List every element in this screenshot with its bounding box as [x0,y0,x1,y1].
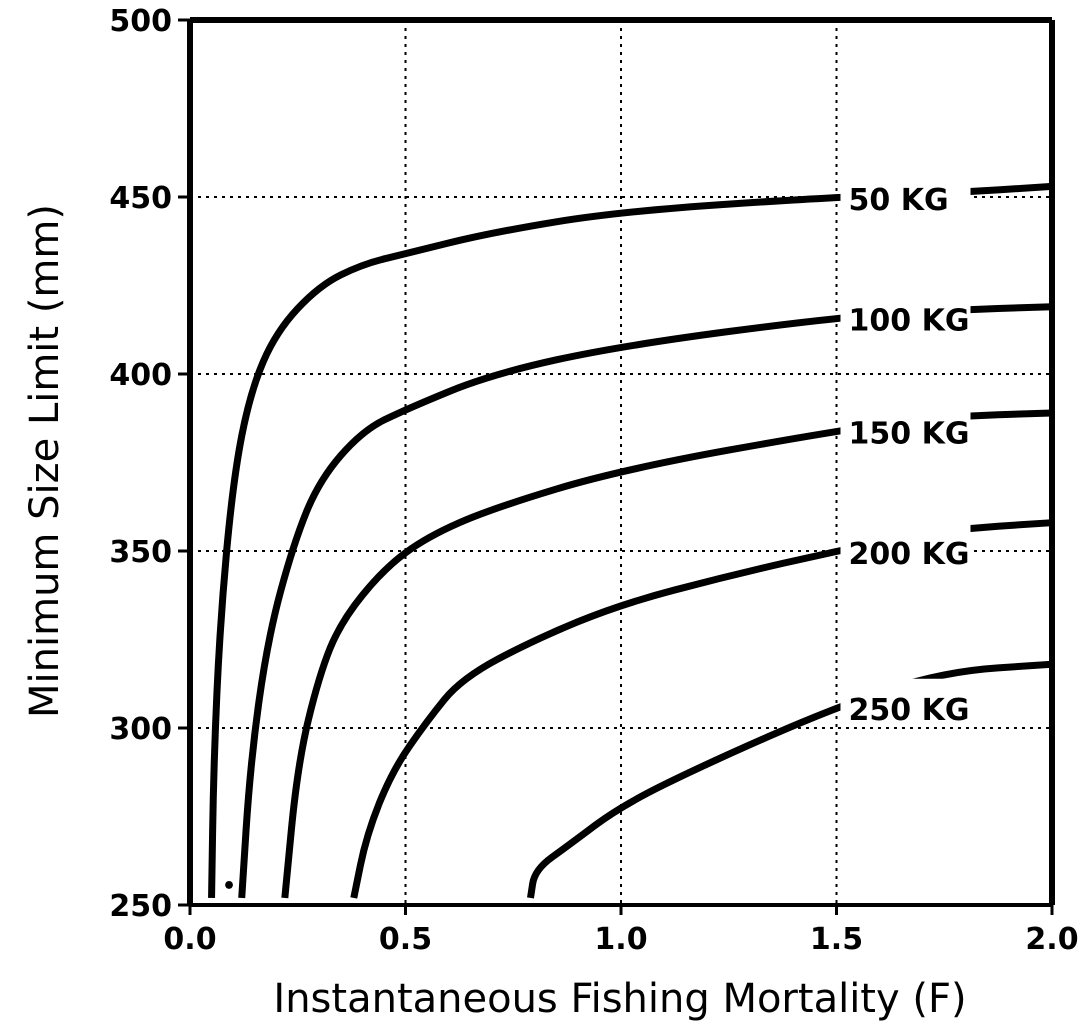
y-tick-label-300: 300 [109,712,172,747]
x-axis-title: Instantaneous Fishing Mortality (F) [273,976,966,1022]
y-tick-label-250: 250 [109,889,172,924]
curve-label-200-kg: 200 KG [849,537,970,572]
x-tick-label-1.0: 1.0 [594,922,647,957]
annotation-dot: • [222,874,236,899]
x-tick-label-0.0: 0.0 [163,922,216,957]
curve-labels: 50 KG 100 KG 150 KG 200 KG 250 KG [841,169,971,728]
y-tick-label-400: 400 [109,358,172,393]
grid [190,20,1052,905]
curve-label-100-kg: 100 KG [849,303,970,338]
x-tick-label-2.0: 2.0 [1025,922,1078,957]
x-tick-label-0.5: 0.5 [379,922,432,957]
curve-label-250-kg: 250 KG [849,693,970,728]
curve-250-kg [530,664,1052,898]
curve-label-150-kg: 150 KG [849,417,970,452]
curve-150-kg [285,413,1052,898]
y-axis-title: Minimum Size Limit (mm) [22,204,68,718]
x-tick-label-1.5: 1.5 [810,922,863,957]
y-tick-label-450: 450 [109,181,172,216]
y-tick-label-350: 350 [109,535,172,570]
curve-label-50-kg: 50 KG [849,183,949,218]
curve-100-kg [242,307,1052,898]
y-tick-label-500: 500 [109,4,172,39]
ticks [178,20,1052,915]
